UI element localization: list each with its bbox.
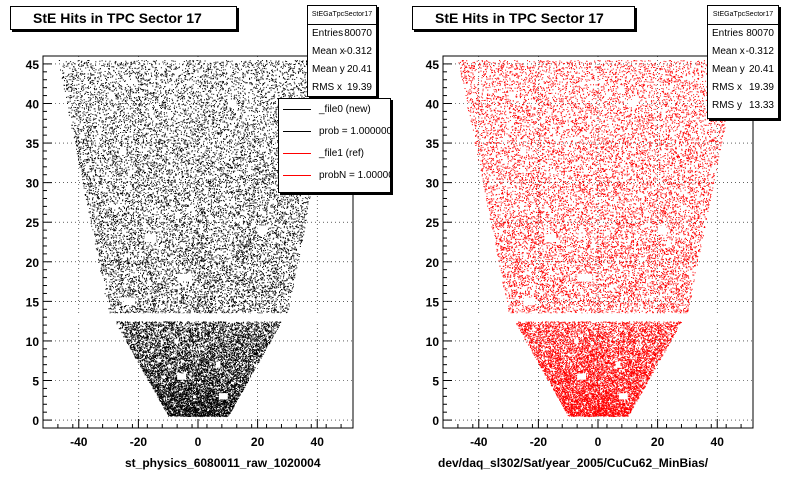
left-stats-name: StEGaTpcSector17 xyxy=(308,6,376,25)
right-stat-entries: Entries 80070 xyxy=(712,28,774,39)
x-tick-label: 40 xyxy=(711,435,725,449)
x-tick-label: 40 xyxy=(311,435,325,449)
y-tick-label: 5 xyxy=(432,375,439,389)
y-tick-label: 35 xyxy=(426,137,440,151)
x-tick-label: -20 xyxy=(130,435,148,449)
hit-gap xyxy=(257,225,267,235)
hit-gap xyxy=(544,234,557,242)
y-tick-label: 30 xyxy=(26,177,40,191)
y-tick-label: 30 xyxy=(426,177,440,191)
scatter-points xyxy=(458,60,739,418)
scatter-points xyxy=(58,60,339,418)
y-tick-label: 20 xyxy=(426,256,440,270)
sector-gap xyxy=(44,313,352,322)
hit-gap xyxy=(218,393,228,400)
y-tick-label: 45 xyxy=(26,58,40,72)
legend-line-red-icon xyxy=(283,175,311,176)
hit-gap xyxy=(227,99,237,108)
left-x-axis-label: st_physics_6080011_raw_1020004 xyxy=(125,456,321,470)
x-tick-label: -40 xyxy=(470,435,488,449)
left-stat-mean-x: Mean x -0.312 xyxy=(312,46,372,57)
left-stats-box: StEGaTpcSector17 Entries 80070 Mean x -0.3… xyxy=(307,5,377,97)
hit-gap xyxy=(627,99,637,108)
left-stat-entries: Entries 80070 xyxy=(312,28,372,39)
right-stat-rms-x: RMS x 19.39 xyxy=(712,82,774,93)
hit-gap xyxy=(177,373,187,380)
y-tick-label: 25 xyxy=(26,216,40,230)
left-histogram-panel: -40 -20 0 20 40 0 5 10 15 20 25 30 35 40 45 StE Hits i… xyxy=(10,5,391,470)
y-tick-label: 10 xyxy=(26,335,40,349)
right-stats-name: StEGaTpcSector17 xyxy=(708,6,778,25)
x-tick-label: 20 xyxy=(651,435,665,449)
left-legend-box: _file0 (new) prob = 1.000000 _file1 (ref… xyxy=(278,98,391,193)
left-plot-title: StE Hits in TPC Sector 17 xyxy=(10,6,237,30)
y-tick-label: 5 xyxy=(32,375,39,389)
y-tick-label: 0 xyxy=(32,414,39,428)
legend-line-black-icon xyxy=(283,131,311,132)
hit-gap xyxy=(523,297,536,306)
legend-entry-prob: prob = 1.000000 xyxy=(279,121,390,143)
hit-gap xyxy=(657,225,667,235)
left-stat-rms-x: RMS x 19.39 xyxy=(312,82,372,93)
hit-gap xyxy=(520,147,527,155)
y-tick-label: 40 xyxy=(426,97,440,111)
hit-gap xyxy=(120,147,127,155)
right-stat-mean-y: Mean y 20.41 xyxy=(712,64,774,75)
hit-gap xyxy=(615,361,621,368)
right-x-axis-label: dev/daq_sl302/Sat/year_2005/CuCu62_MinBi… xyxy=(438,456,709,470)
hit-gap xyxy=(618,393,628,400)
y-tick-label: 20 xyxy=(26,256,40,270)
hit-gap xyxy=(508,91,515,100)
x-tick-label: -20 xyxy=(530,435,548,449)
legend-entry-file0: _file0 (new) xyxy=(279,99,390,121)
legend-entry-file1: _file1 (ref) xyxy=(279,143,390,165)
hit-gap xyxy=(108,91,115,100)
hit-gap xyxy=(123,297,136,306)
hit-gap xyxy=(174,338,179,344)
x-tick-label: 0 xyxy=(195,435,202,449)
hit-gap xyxy=(177,273,193,282)
hit-gap xyxy=(215,361,221,368)
right-stat-mean-x: Mean x -0.312 xyxy=(712,46,774,57)
hit-gap xyxy=(574,338,579,344)
hit-gap xyxy=(577,373,587,380)
right-scatter-plot: -40 -20 0 20 40 0 5 10 15 20 25 30 35 40 45 xyxy=(426,55,754,449)
y-tick-label: 0 xyxy=(432,414,439,428)
x-tick-label: -40 xyxy=(70,435,88,449)
left-stat-mean-y: Mean y 20.41 xyxy=(312,64,372,75)
sector-gap xyxy=(444,313,752,322)
x-tick-label: 20 xyxy=(251,435,265,449)
x-tick-label: 0 xyxy=(595,435,602,449)
legend-line-black-icon xyxy=(283,109,311,110)
y-tick-label: 10 xyxy=(426,335,440,349)
right-histogram-panel: -40 -20 0 20 40 0 5 10 15 20 25 30 35 40 45 StE Hits i… xyxy=(400,0,800,480)
right-stats-box: StEGaTpcSector17 Entries 80070 Mean x -0.3… xyxy=(707,5,779,119)
right-stat-rms-y: RMS y 13.33 xyxy=(712,100,774,111)
y-tick-label: 25 xyxy=(426,216,440,230)
y-tick-label: 45 xyxy=(426,58,440,72)
y-tick-label: 15 xyxy=(26,295,40,309)
y-tick-label: 15 xyxy=(426,295,440,309)
y-tick-label: 40 xyxy=(26,97,40,111)
legend-entry-probn: probN = 1.000000 xyxy=(279,165,390,187)
y-tick-label: 35 xyxy=(26,137,40,151)
hit-gap xyxy=(577,273,593,282)
legend-line-red-icon xyxy=(283,153,311,154)
hit-gap xyxy=(144,234,157,242)
right-plot-title: StE Hits in TPC Sector 17 xyxy=(412,6,635,30)
